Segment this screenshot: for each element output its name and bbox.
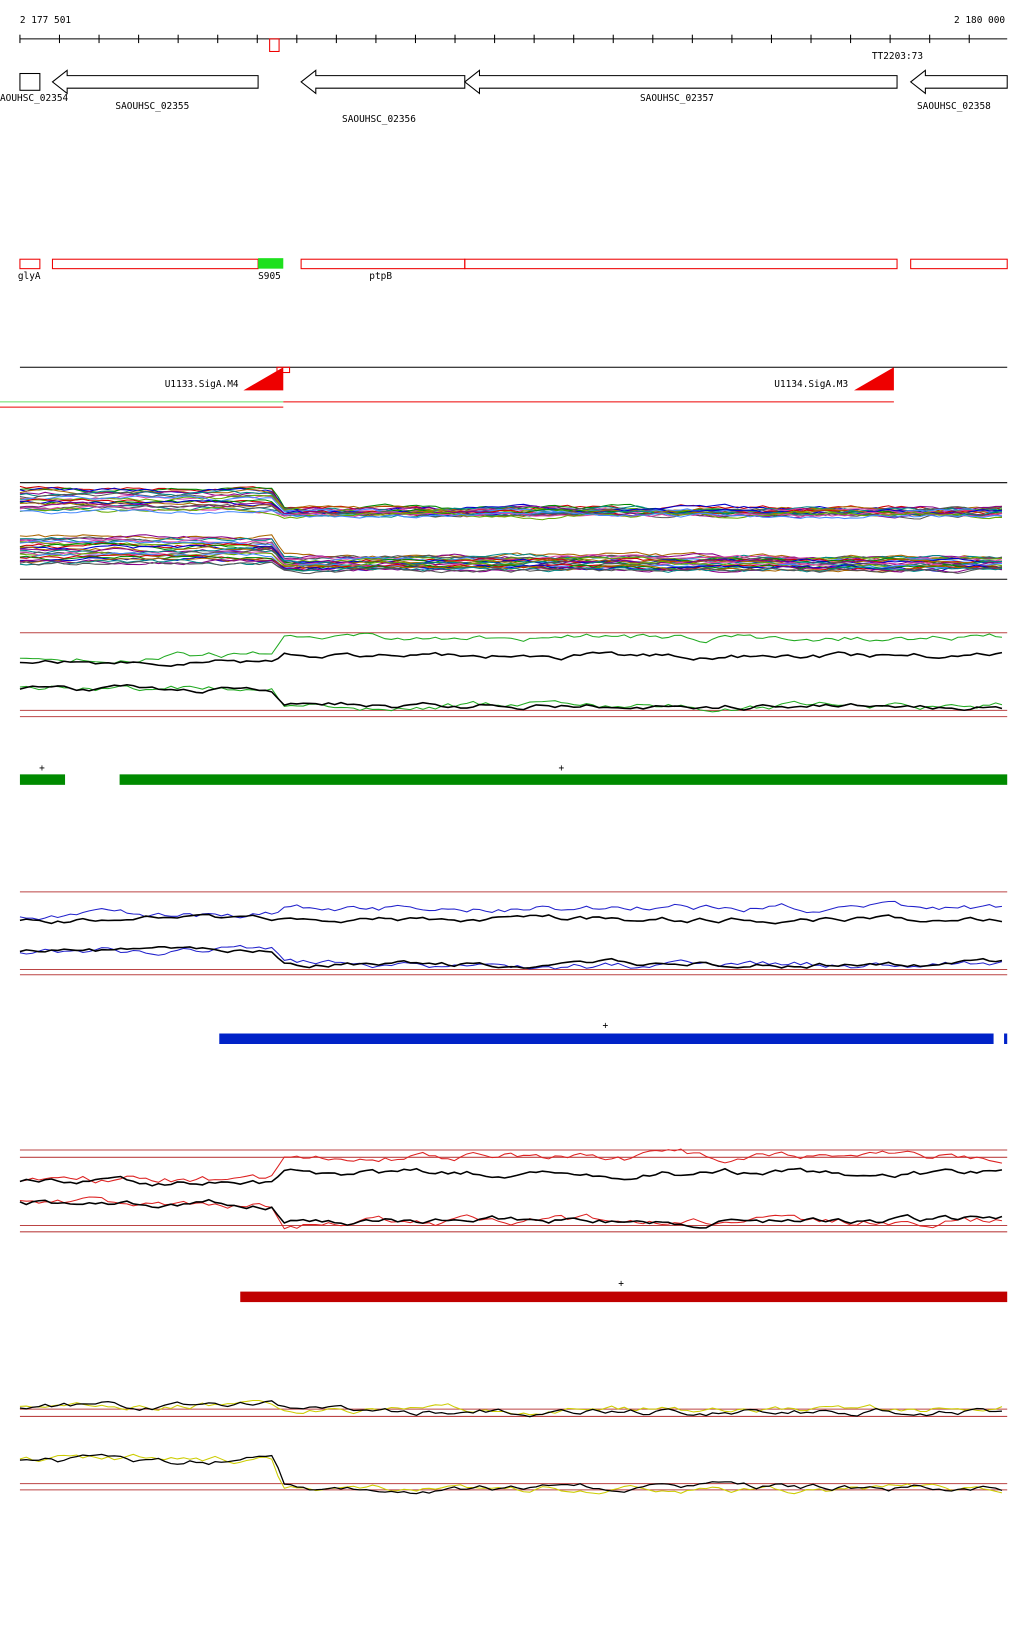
annotation-label: ptpB	[369, 271, 392, 282]
trace	[19, 537, 1003, 563]
ruler-marker-label: TT2203:73	[872, 51, 923, 62]
trace	[19, 1167, 1003, 1187]
trace	[19, 561, 1003, 575]
gene-label: SAOUHSC_02357	[640, 93, 714, 104]
ruler-end: 2 180 000	[954, 15, 1005, 26]
promoter	[243, 367, 284, 391]
trace	[19, 900, 1003, 921]
promoter-label: U1134.SigA.M3	[774, 379, 848, 390]
trace	[19, 1399, 1003, 1416]
trace	[19, 1196, 1003, 1230]
trace	[19, 555, 1002, 572]
segment-bar	[219, 1033, 994, 1044]
trace	[19, 508, 1002, 520]
gene-label: SAOUHSC_02356	[342, 114, 416, 125]
segment-bar	[119, 774, 1008, 785]
annotation	[300, 258, 466, 270]
ruler-start: 2 177 501	[20, 15, 71, 26]
gene-label: SAOUHSC_02355	[115, 101, 189, 112]
ruler-marker	[269, 38, 280, 52]
trace	[19, 632, 1003, 664]
segment-bar	[1004, 1033, 1008, 1044]
gene	[300, 69, 466, 95]
annotation	[51, 258, 259, 270]
gene-label: SAOUHSC_02358	[917, 101, 991, 112]
segment-bar	[19, 774, 66, 785]
annotation	[910, 258, 1008, 270]
trace	[19, 1400, 1003, 1418]
gene-label: AOUHSC_02354	[0, 93, 69, 104]
gene-track	[19, 69, 1008, 95]
trace	[19, 1148, 1003, 1184]
gene	[19, 72, 41, 91]
trace	[19, 502, 1003, 518]
strand-mark: +	[603, 1020, 609, 1031]
promoter	[854, 367, 894, 391]
gene	[51, 69, 259, 95]
strand-mark: +	[618, 1278, 624, 1289]
trace	[19, 913, 1003, 925]
annotation-label: S905	[258, 271, 281, 282]
trace	[19, 683, 1003, 712]
trace	[19, 546, 1003, 566]
gene	[909, 69, 1008, 95]
trace	[19, 1453, 1003, 1495]
promoter-label: U1133.SigA.M4	[165, 379, 239, 390]
annotation	[464, 258, 898, 270]
trace	[19, 486, 1003, 514]
ruler-ticks	[19, 34, 970, 44]
gene	[463, 69, 898, 95]
trace	[19, 556, 1003, 572]
strand-mark: +	[39, 763, 45, 774]
trace	[19, 1198, 1003, 1229]
expression-traces	[19, 482, 1008, 1495]
annotation-track	[19, 258, 1008, 270]
trace	[19, 506, 1002, 521]
trace	[19, 946, 1003, 969]
trace	[19, 651, 1003, 667]
promoter-marker	[276, 366, 291, 374]
srna	[258, 258, 284, 269]
segment-bar	[240, 1291, 1008, 1303]
trace	[19, 685, 1003, 713]
trace	[19, 559, 1003, 573]
trace	[19, 1453, 1003, 1495]
annotation-label: glyA	[18, 271, 41, 282]
strand-mark: +	[558, 763, 564, 774]
annotation	[19, 258, 41, 270]
